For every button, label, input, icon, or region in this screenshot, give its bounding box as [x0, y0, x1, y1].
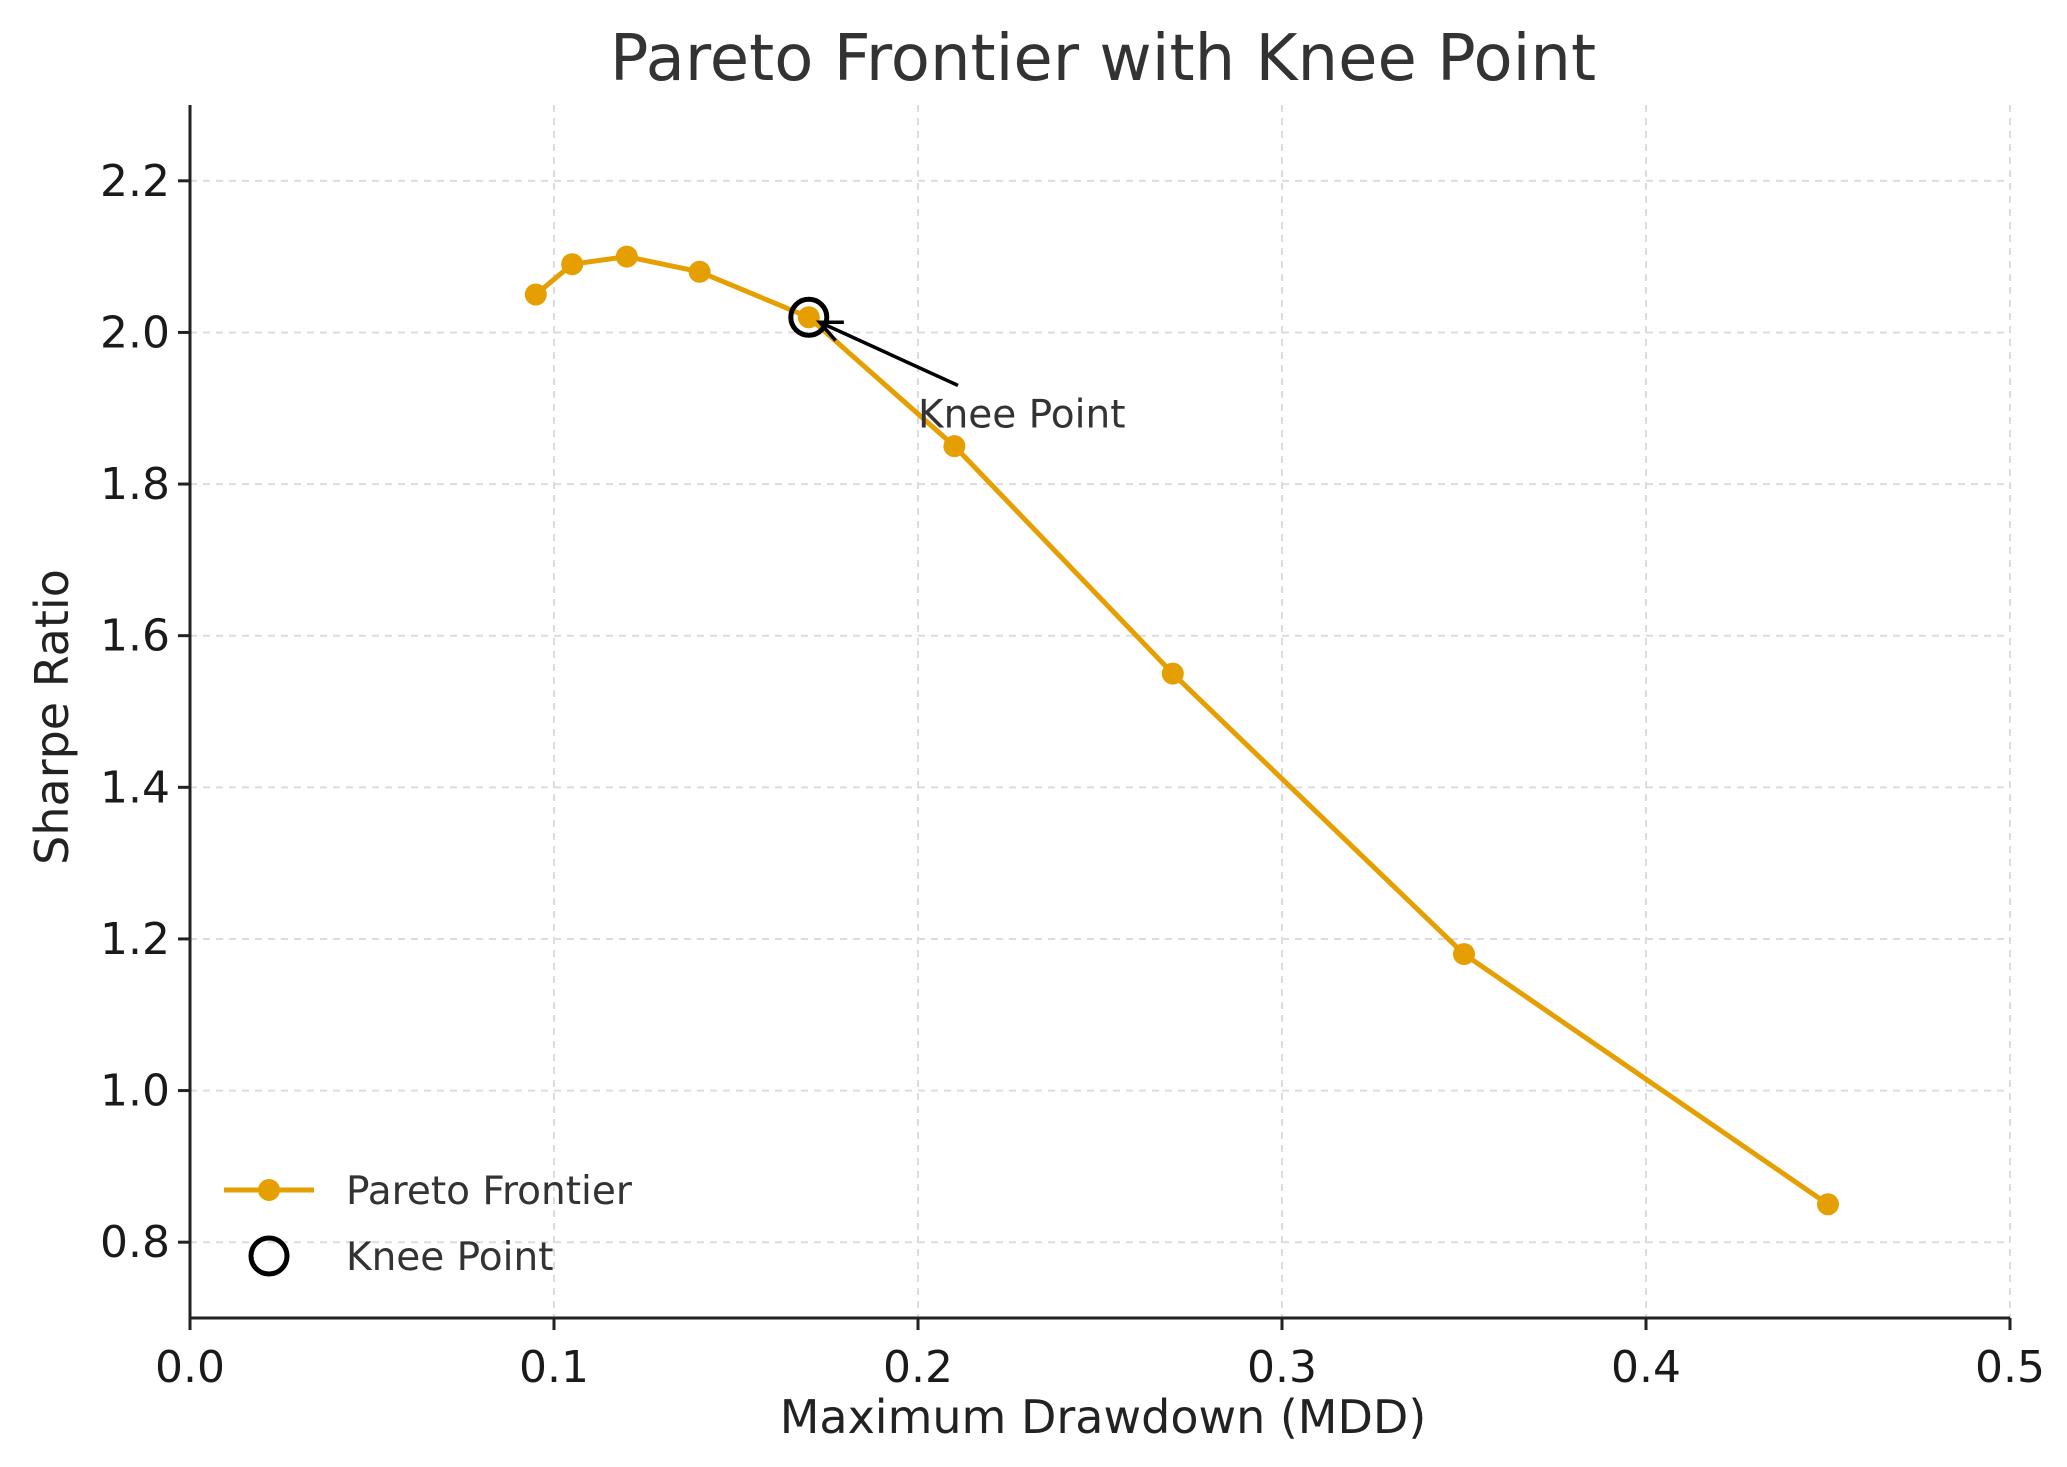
- y-tick-label: 1.6: [100, 611, 170, 662]
- legend-label-pareto: Pareto Frontier: [346, 1169, 633, 1214]
- axes: [188, 105, 2010, 1320]
- pareto-frontier-point: [1817, 1193, 1839, 1216]
- x-tick-label: 0.3: [1247, 1342, 1317, 1393]
- y-tick-label: 0.8: [100, 1217, 170, 1268]
- x-axis-label: Maximum Drawdown (MDD): [780, 1390, 1427, 1444]
- y-tick-label: 1.8: [100, 459, 170, 510]
- legend: Pareto Frontier Knee Point: [224, 1169, 633, 1280]
- pareto-frontier-point: [797, 306, 820, 329]
- y-tick-label: 1.2: [100, 914, 170, 965]
- knee-point-marker: [788, 296, 830, 338]
- legend-point-swatch: [258, 1179, 280, 1201]
- y-tick-label: 1.0: [100, 1066, 170, 1117]
- legend-label-knee: Knee Point: [346, 1235, 554, 1280]
- x-tick-label: 0.1: [519, 1342, 589, 1393]
- pareto-frontier-point: [943, 435, 966, 458]
- y-axis-label: Sharpe Ratio: [25, 569, 79, 865]
- x-tick-label: 0.2: [883, 1342, 953, 1393]
- pareto-frontier-point: [615, 245, 638, 268]
- pareto-frontier-point: [1453, 943, 1475, 966]
- pareto-frontier-line: [534, 254, 1830, 1207]
- y-tick-label: 2.0: [100, 307, 170, 358]
- annotation-arrowhead: [815, 320, 844, 342]
- y-axis-ticks: 0.8 1.0 1.2 1.4 1.6 1.8 2.0 2.2: [100, 156, 190, 1268]
- y-tick-label: 1.4: [100, 762, 170, 813]
- x-tick-label: 0.4: [1611, 1342, 1681, 1393]
- x-axis-ticks: 0.0 0.1 0.2 0.3 0.4 0.5: [155, 1318, 2045, 1393]
- grid: [190, 105, 2011, 1318]
- chart-title: Pareto Frontier with Knee Point: [610, 22, 1596, 96]
- series-layer: [524, 245, 1839, 1216]
- annotation-label: Knee Point: [918, 392, 1126, 437]
- annotation-arrow: [818, 320, 959, 388]
- knee-annotation: Knee Point: [815, 320, 1126, 437]
- x-tick-label: 0.5: [1975, 1342, 2045, 1393]
- x-tick-label: 0.0: [155, 1342, 225, 1393]
- pareto-frontier-point: [1161, 662, 1184, 685]
- pareto-frontier-point: [524, 283, 547, 306]
- legend-knee-swatch: [248, 1235, 290, 1277]
- pareto-frontier-point: [561, 253, 584, 276]
- y-tick-label: 2.2: [100, 156, 170, 207]
- pareto-frontier-point: [688, 260, 711, 283]
